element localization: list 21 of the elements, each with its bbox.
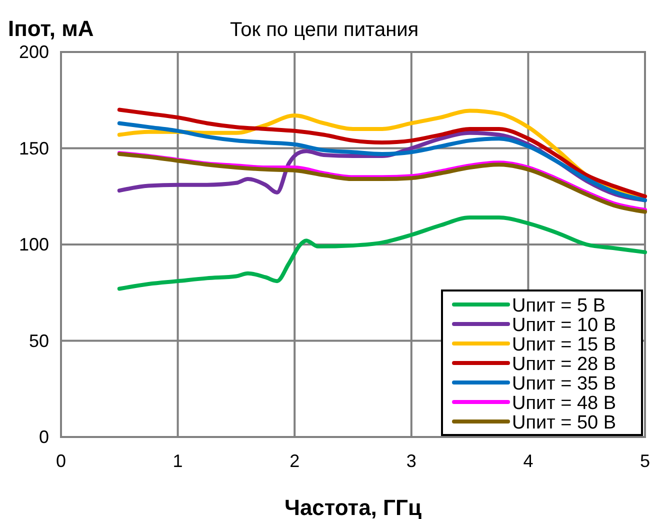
legend-label: Uпит = 10 В (512, 315, 616, 336)
legend-label: Uпит = 35 В (512, 374, 616, 394)
y-tick-label: 150 (18, 138, 49, 158)
y-tick-label: 0 (38, 427, 49, 447)
x-tick-label: 3 (406, 451, 416, 471)
legend-label: Uпит = 5 В (512, 296, 606, 316)
legend-label: Uпит = 50 В (512, 412, 616, 434)
legend-label: Uпит = 15 В (512, 334, 616, 356)
y-tick-label: 50 (28, 330, 49, 351)
y-tick-label: 200 (18, 42, 49, 62)
x-tick-label: 2 (290, 451, 300, 471)
x-tick-label: 5 (640, 451, 650, 471)
y-axis-title: Iпот, мА (8, 16, 94, 41)
x-tick-label: 1 (172, 451, 183, 471)
legend-label: Uпит = 28 В (512, 354, 616, 375)
x-tick-label: 0 (56, 451, 66, 471)
y-tick-label: 100 (18, 234, 49, 254)
x-tick-label: 4 (523, 451, 534, 471)
line-series (117, 216, 647, 291)
chart-title: Ток по цепи питания (230, 19, 419, 41)
legend-label: Uпит = 48 В (512, 393, 616, 414)
